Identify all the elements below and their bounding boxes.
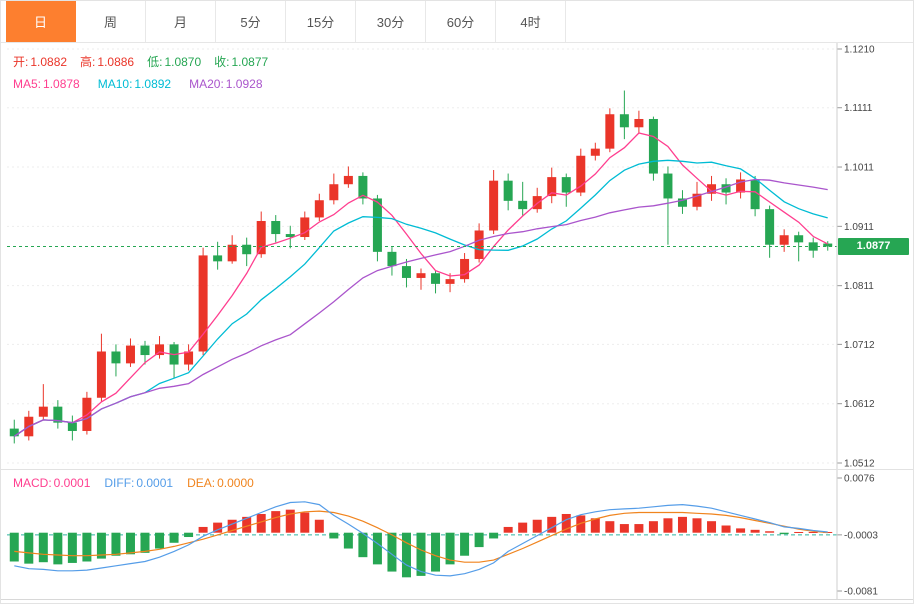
svg-text:1.0512: 1.0512 [844, 459, 875, 470]
diff-value: DIFF: 0.0001 [104, 476, 174, 490]
ma-lines-layer [13, 132, 828, 437]
svg-text:1.1210: 1.1210 [844, 45, 875, 56]
price-chart-canvas[interactable]: 1.1210 1.1111 1.1011 1.0911 1.0811 1.0712 1.06… [1, 43, 914, 469]
ma-line-10 [13, 159, 828, 437]
ma-line-20 [13, 178, 828, 437]
svg-text:1.1111: 1.1111 [844, 103, 873, 114]
svg-text:0.0076: 0.0076 [844, 474, 875, 485]
tab-4hour[interactable]: 4时 [496, 1, 566, 42]
ma20-value: MA20: 1.0928 [189, 77, 263, 91]
ohlc-high: 高: 1.0886 [80, 55, 135, 69]
tab-15min[interactable]: 15分 [286, 1, 356, 42]
timeframe-tabs: 日 周 月 5分 15分 30分 60分 4时 [1, 1, 913, 43]
tab-5min[interactable]: 5分 [216, 1, 286, 42]
svg-text:1.0811: 1.0811 [844, 281, 874, 292]
svg-text:1.1011: 1.1011 [844, 163, 874, 174]
diff-line [14, 501, 828, 577]
dea-line [14, 510, 828, 563]
tab-month[interactable]: 月 [146, 1, 216, 42]
macd-chart-canvas[interactable]: 0.0076 -0.0003 -0.0081 [1, 470, 914, 599]
ohlc-low: 低: 1.0870 [147, 55, 202, 69]
macd-value: MACD: 0.0001 [13, 476, 91, 490]
tab-day[interactable]: 日 [6, 1, 76, 42]
tab-week[interactable]: 周 [76, 1, 146, 42]
candles-layer [9, 90, 833, 444]
svg-text:1.0612: 1.0612 [844, 399, 875, 410]
ma-legend: MA5: 1.0878 MA10: 1.0892 MA20: 1.0928 [13, 77, 263, 91]
ma5-value: MA5: 1.0878 [13, 77, 80, 91]
tab-60min[interactable]: 60分 [426, 1, 496, 42]
price-gridlines: 1.1210 1.1111 1.1011 1.0911 1.0811 1.0712 1.06… [7, 45, 875, 470]
svg-text:1.0712: 1.0712 [844, 340, 875, 351]
svg-text:-0.0003: -0.0003 [844, 530, 878, 541]
macd-gridlines: 0.0076 -0.0003 -0.0081 [7, 474, 878, 598]
ohlc-close: 收: 1.0877 [214, 55, 269, 69]
dea-value: DEA: 0.0000 [187, 476, 254, 490]
last-price-badge: 1.0877 [838, 238, 909, 255]
macd-histogram-layer [9, 509, 833, 578]
macd-panel: 0.0076 -0.0003 -0.0081 MACD: 0.0001 DIFF: 0.… [1, 470, 913, 600]
svg-text:-0.0081: -0.0081 [844, 587, 878, 598]
ma-line-5 [13, 132, 828, 437]
price-chart-panel: 1.1210 1.1111 1.1011 1.0911 1.0811 1.0712 1.06… [1, 43, 913, 470]
svg-text:1.0911: 1.0911 [844, 222, 874, 233]
ohlc-open: 开: 1.0882 [13, 55, 68, 69]
tab-30min[interactable]: 30分 [356, 1, 426, 42]
macd-legend: MACD: 0.0001 DIFF: 0.0001 DEA: 0.0000 [13, 476, 254, 490]
ohlc-legend: 开: 1.0882 高: 1.0886 低: 1.0870 收: 1.0877 [13, 53, 268, 70]
ma10-value: MA10: 1.0892 [97, 77, 172, 91]
